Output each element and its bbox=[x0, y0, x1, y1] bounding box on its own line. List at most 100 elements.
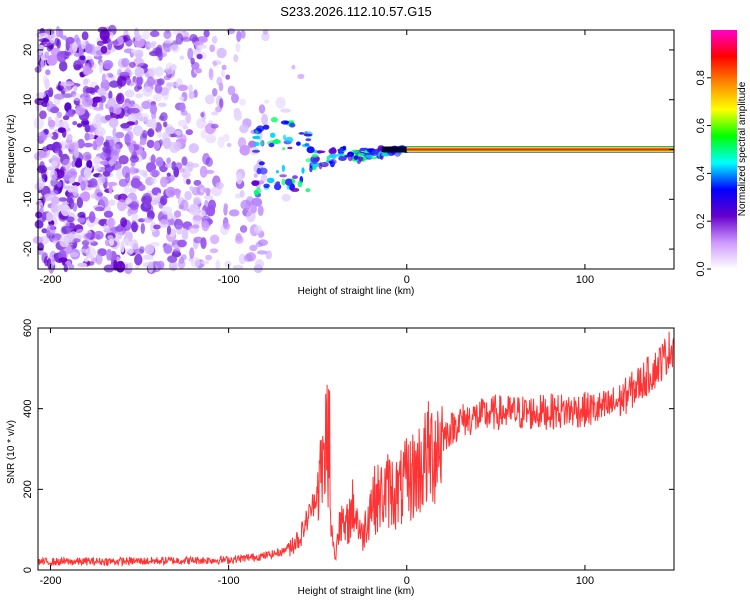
noise-blob bbox=[51, 131, 59, 140]
svg-text:0.4: 0.4 bbox=[695, 166, 707, 181]
noise-blob bbox=[106, 181, 118, 187]
noise-blob bbox=[175, 188, 181, 199]
noise-blob bbox=[257, 239, 268, 247]
noise-blob bbox=[42, 146, 49, 152]
noise-blob bbox=[254, 225, 263, 234]
noise-blob bbox=[228, 209, 240, 217]
svg-text:-200: -200 bbox=[39, 575, 61, 587]
noise-blob bbox=[220, 69, 225, 78]
noise-blob bbox=[139, 139, 147, 146]
noise-blob bbox=[58, 28, 64, 39]
transition-blob bbox=[297, 180, 303, 188]
noise-blob bbox=[208, 68, 214, 81]
transition-blob bbox=[252, 135, 261, 140]
colorbar-tick: 0.6 bbox=[695, 118, 711, 133]
noise-blob bbox=[72, 184, 79, 197]
noise-blob bbox=[93, 106, 104, 111]
svg-text:10: 10 bbox=[22, 94, 34, 106]
noise-blob bbox=[231, 93, 239, 104]
noise-blob bbox=[104, 114, 112, 121]
noise-blob bbox=[139, 246, 145, 253]
noise-blob bbox=[86, 261, 95, 266]
noise-blob bbox=[66, 133, 73, 141]
noise-blob bbox=[149, 30, 160, 38]
transition-blob bbox=[252, 149, 260, 153]
transition-blob bbox=[341, 154, 346, 157]
noise-blob bbox=[262, 29, 269, 35]
noise-blob bbox=[102, 145, 114, 154]
noise-blob bbox=[129, 155, 139, 163]
noise-blob bbox=[42, 74, 48, 85]
noise-blob bbox=[166, 172, 171, 177]
y-tick: -20 bbox=[22, 241, 674, 257]
noise-blob bbox=[156, 260, 165, 270]
noise-blob bbox=[77, 138, 85, 149]
noise-blob bbox=[238, 253, 246, 265]
noise-blob bbox=[100, 45, 108, 54]
transition-blob bbox=[312, 158, 318, 165]
noise-blob bbox=[148, 67, 157, 77]
noise-blob bbox=[165, 163, 173, 168]
svg-text:0.2: 0.2 bbox=[695, 214, 707, 229]
noise-blob bbox=[179, 102, 186, 113]
noise-blob bbox=[117, 75, 127, 87]
transition-blob bbox=[309, 165, 313, 173]
noise-blob bbox=[146, 139, 155, 149]
noise-blob bbox=[64, 51, 72, 56]
svg-text:0: 0 bbox=[404, 274, 410, 286]
noise-blob bbox=[149, 50, 160, 57]
noise-blob bbox=[74, 160, 83, 168]
spectrogram-x-label: Height of straight line (km) bbox=[298, 286, 415, 297]
transition-blob bbox=[301, 167, 305, 174]
noise-blob bbox=[126, 77, 131, 86]
svg-text:0.6: 0.6 bbox=[695, 118, 707, 133]
noise-blob bbox=[215, 182, 224, 190]
svg-text:0: 0 bbox=[22, 146, 34, 152]
noise-blob bbox=[65, 36, 75, 45]
transition-blob bbox=[279, 174, 287, 178]
noise-blob bbox=[181, 31, 190, 37]
noise-blob bbox=[67, 109, 75, 117]
svg-text:600: 600 bbox=[22, 319, 34, 337]
transition-blob bbox=[328, 160, 333, 164]
noise-blob bbox=[44, 51, 49, 59]
noise-blob bbox=[205, 254, 213, 261]
svg-text:100: 100 bbox=[576, 575, 594, 587]
noise-blob bbox=[174, 210, 182, 218]
noise-blob bbox=[85, 246, 97, 259]
x-tick: -200 bbox=[39, 30, 61, 286]
noise-blob bbox=[108, 184, 113, 194]
noise-blob bbox=[84, 132, 90, 141]
transition-blob bbox=[353, 155, 358, 161]
x-tick: -100 bbox=[218, 30, 240, 286]
noise-blob bbox=[151, 199, 159, 206]
noise-blob bbox=[63, 264, 68, 273]
noise-blob bbox=[166, 157, 172, 164]
noise-blob bbox=[51, 141, 63, 152]
transition-blob bbox=[251, 180, 260, 187]
noise-blob bbox=[143, 254, 154, 260]
noise-blob bbox=[110, 143, 121, 155]
transition-blob bbox=[256, 187, 261, 195]
spectrogram-y-label: Frequency (Hz) bbox=[6, 115, 17, 184]
noise-blob bbox=[219, 98, 224, 109]
noise-blob bbox=[177, 239, 187, 248]
noise-blob bbox=[129, 166, 137, 175]
noise-blob bbox=[76, 196, 84, 209]
transition-blob bbox=[280, 120, 290, 125]
noise-blob bbox=[187, 47, 194, 60]
noise-blob bbox=[264, 99, 270, 104]
noise-blob bbox=[65, 143, 75, 150]
noise-blob bbox=[165, 126, 176, 135]
noise-blob bbox=[77, 211, 86, 219]
colorbar: 0.0 0.2 0.4 0.6 0.8 Normalized spectral ampl… bbox=[695, 30, 748, 277]
noise-blob bbox=[99, 196, 109, 209]
noise-blob bbox=[147, 42, 156, 48]
transition-blob bbox=[328, 147, 337, 155]
noise-blob bbox=[188, 203, 199, 215]
noise-blob bbox=[93, 164, 101, 171]
noise-blob bbox=[82, 85, 90, 95]
noise-blob bbox=[200, 260, 210, 265]
svg-text:100: 100 bbox=[576, 274, 594, 286]
noise-blob bbox=[180, 199, 189, 211]
